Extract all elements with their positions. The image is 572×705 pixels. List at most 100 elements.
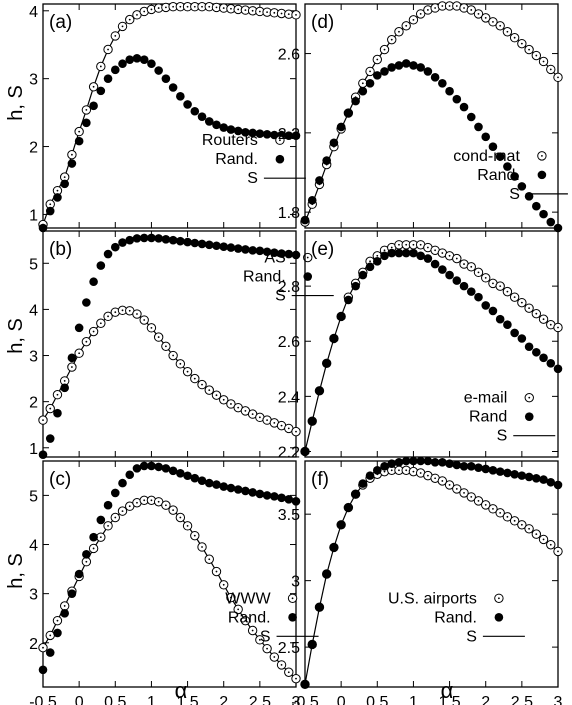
point-filled — [212, 120, 221, 130]
point-open-dot — [107, 524, 109, 527]
point-open-dot — [172, 5, 175, 8]
point-filled — [255, 246, 265, 256]
x-tick-label: 3 — [292, 694, 301, 705]
point-open-dot — [426, 246, 429, 249]
point-filled — [380, 67, 389, 76]
point-open-dot — [56, 393, 59, 396]
point-filled — [307, 640, 317, 649]
point-open-dot — [448, 5, 451, 7]
point-open-dot — [557, 550, 559, 553]
point-open-dot — [99, 322, 102, 325]
point-filled — [255, 489, 265, 499]
point-filled — [365, 78, 375, 88]
legend-marker-open-dot — [541, 154, 543, 157]
point-open-dot — [164, 345, 167, 348]
y-tick-label: 2.6 — [278, 47, 300, 64]
x-tick-label: 2 — [219, 694, 228, 705]
point-filled — [204, 240, 214, 250]
point-open-dot — [477, 13, 480, 15]
point-filled — [89, 101, 98, 111]
point-open-dot — [426, 474, 429, 477]
point-open-dot — [405, 24, 408, 27]
y-tick-label: 4 — [29, 302, 38, 319]
point-open-dot — [557, 326, 559, 329]
point-filled — [197, 239, 207, 249]
point-filled — [481, 301, 491, 310]
panel-f: 2.5 3 3.5 -0.5 0 0.5 1 1.5 2 2.5 3 (f) U.S. airports… — [278, 456, 563, 705]
point-open-dot — [244, 619, 247, 622]
point-filled — [74, 569, 84, 579]
point-open-dot — [484, 16, 487, 19]
point-open-dot — [383, 249, 386, 252]
point-open-dot — [448, 484, 451, 486]
point-open-dot — [506, 30, 509, 33]
panel-a: 1 2 3 4 (a) Routers Rand. S — [29, 2, 306, 233]
point-filled — [517, 334, 527, 343]
point-filled — [161, 464, 171, 473]
point-filled — [82, 298, 91, 307]
point-open-dot — [441, 480, 444, 482]
point-open-dot — [164, 504, 167, 507]
point-filled — [532, 347, 541, 357]
y-tick-label: 2.6 — [278, 334, 300, 351]
point-filled — [233, 485, 243, 494]
point-filled — [322, 358, 331, 368]
point-filled — [45, 648, 55, 657]
point-filled — [183, 471, 192, 481]
point-filled — [351, 489, 360, 499]
point-filled — [409, 61, 418, 70]
point-open-dot — [128, 18, 131, 21]
point-open-dot — [426, 9, 429, 11]
point-filled — [553, 480, 563, 490]
y-tick-label: 3 — [29, 72, 38, 89]
point-filled — [387, 63, 397, 72]
point-open-dot — [520, 42, 523, 45]
point-filled — [67, 353, 77, 363]
point-filled — [183, 237, 192, 247]
point-open-dot — [287, 427, 290, 430]
point-open-dot — [136, 313, 138, 315]
point-open-dot — [542, 538, 545, 541]
point-filled — [125, 235, 135, 245]
point-filled — [394, 61, 404, 70]
point-open-dot — [49, 407, 52, 410]
point-open-dot — [179, 516, 182, 519]
point-open-dot — [499, 24, 502, 27]
point-open-dot — [535, 54, 538, 57]
point-open-dot — [280, 663, 283, 666]
point-open-dot — [477, 271, 480, 274]
point-open-dot — [513, 36, 516, 39]
point-open-dot — [71, 366, 73, 368]
point-filled — [103, 500, 113, 510]
point-filled — [546, 358, 556, 368]
y-tick-label: 2 — [29, 395, 38, 412]
point-filled — [291, 496, 301, 506]
point-filled — [204, 117, 214, 126]
point-filled — [524, 342, 534, 352]
point-open-dot — [186, 370, 189, 373]
point-filled — [329, 138, 339, 148]
point-filled — [248, 488, 257, 497]
point-filled — [452, 94, 462, 104]
point-filled — [190, 238, 200, 248]
point-filled — [60, 609, 69, 618]
point-filled — [495, 314, 505, 324]
series-line-S — [304, 469, 559, 685]
point-open-dot — [157, 7, 160, 9]
point-open-dot — [398, 469, 400, 472]
point-filled — [176, 468, 185, 478]
point-filled — [488, 142, 498, 152]
point-open-dot — [78, 352, 81, 355]
point-open-dot — [470, 495, 473, 498]
point-open-dot — [172, 509, 175, 512]
point-filled — [45, 434, 55, 443]
legend-label: S — [247, 170, 258, 187]
point-filled — [96, 515, 106, 525]
point-open-dot — [455, 488, 458, 490]
point-open-dot — [520, 301, 523, 304]
point-filled — [60, 383, 69, 393]
point-open-dot — [513, 296, 516, 299]
point-filled — [365, 471, 375, 480]
point-open-dot — [92, 547, 95, 550]
point-filled — [226, 243, 236, 252]
